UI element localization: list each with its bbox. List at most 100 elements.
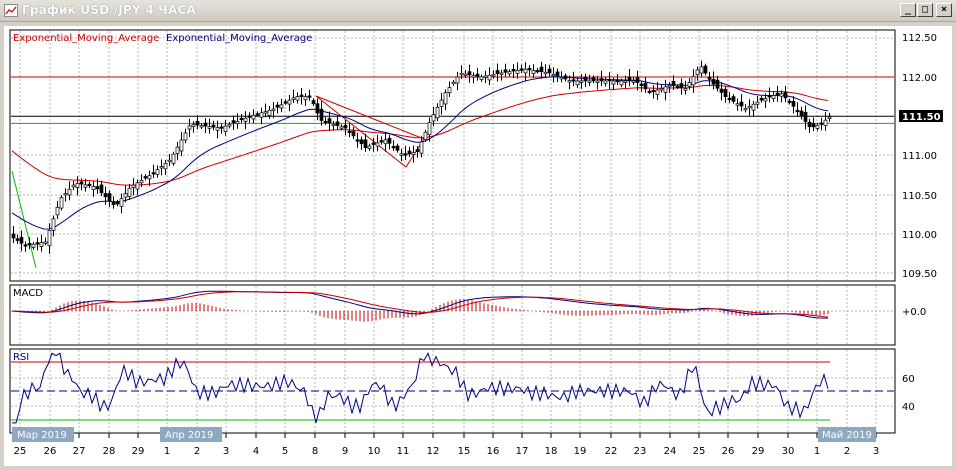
candle-body — [671, 80, 676, 86]
candle-body — [827, 116, 832, 119]
candle-body — [787, 100, 792, 103]
candle-body — [495, 70, 500, 75]
candle-body — [107, 193, 112, 201]
candle-body — [631, 80, 636, 83]
candle-body — [139, 180, 144, 184]
candle-body — [271, 108, 276, 111]
candle-body — [739, 101, 744, 107]
candle-body — [63, 193, 68, 196]
y-tick-109-50: 109.50 — [902, 269, 937, 280]
candle-body — [423, 131, 428, 140]
candle-body — [687, 82, 692, 87]
chart-area[interactable]: Exponential_Moving_Average Exponential_M… — [4, 26, 952, 466]
x-axis-label-17: 17 — [516, 446, 529, 457]
candle-body — [535, 70, 540, 73]
rsi-y-tick-40: 40 — [902, 402, 915, 413]
candle-body — [735, 103, 740, 106]
candle-body — [391, 146, 396, 149]
candle-body — [823, 119, 828, 127]
candle-body — [407, 150, 412, 155]
candle-body — [547, 68, 552, 74]
candle-body — [783, 91, 788, 99]
candle-body — [307, 95, 312, 98]
candle-body — [247, 115, 252, 118]
candle-body — [119, 198, 124, 207]
candle-body — [559, 77, 564, 80]
candle-body — [551, 73, 556, 77]
candle-body — [627, 76, 632, 82]
month-badge-may-label: Май 2019 — [822, 430, 872, 441]
candle-body — [335, 121, 340, 126]
y-tick-112-50: 112.50 — [902, 33, 937, 44]
candle-body — [363, 139, 368, 149]
close-button[interactable]: × — [936, 3, 952, 17]
candle-body — [179, 139, 184, 152]
title-bar[interactable]: График USD /JPY 4 ЧАСА _ □ × — [0, 0, 956, 22]
current-price-badge — [899, 110, 943, 122]
candle-body — [327, 118, 332, 124]
candle-body — [727, 97, 732, 101]
candle-body — [207, 126, 212, 129]
candle-body — [403, 153, 408, 156]
candle-body — [315, 103, 320, 114]
macd-chart — [11, 290, 829, 322]
candle-body — [319, 108, 324, 121]
candle-body — [31, 243, 36, 248]
candle-body — [763, 98, 768, 102]
month-badge-apr-label: Апр 2019 — [165, 430, 213, 441]
candle-body — [171, 153, 176, 164]
candle-body — [11, 233, 16, 239]
candle-body — [555, 71, 560, 77]
legend-ema-red: Exponential_Moving_Average — [13, 33, 159, 44]
candle-body — [799, 110, 804, 117]
candle-body — [635, 77, 640, 83]
candle-body — [443, 92, 448, 105]
candle-body — [67, 188, 72, 196]
x-axis-label-23: 25 — [693, 446, 706, 457]
candle-body — [587, 80, 592, 83]
candle-body — [255, 113, 260, 116]
candle-body — [419, 141, 424, 154]
candle-body — [427, 122, 432, 135]
candle-body — [595, 80, 600, 83]
candle-body — [615, 79, 620, 82]
x-axis-label-28: 2 — [844, 446, 850, 457]
candle-body — [675, 86, 680, 89]
candle-body — [23, 244, 28, 247]
candle-body — [359, 139, 364, 145]
y-tick-110-50: 110.50 — [902, 191, 937, 202]
x-axis-label-27: 1 — [814, 446, 820, 457]
candle-body — [571, 79, 576, 82]
candle-body — [779, 93, 784, 97]
candle-body — [323, 120, 328, 124]
candle-body — [771, 95, 776, 99]
candle-body — [375, 142, 380, 147]
chart-svg[interactable]: Exponential_Moving_Average Exponential_M… — [4, 26, 952, 466]
window-title: График USD /JPY 4 ЧАСА — [22, 3, 197, 17]
candle-body — [155, 169, 160, 175]
candle-body — [215, 127, 220, 131]
y-tick-111-00: 111.00 — [902, 151, 937, 162]
candle-body — [291, 97, 296, 100]
candle-body — [111, 201, 116, 205]
x-axis-label-4: 29 — [132, 446, 145, 457]
candle-body — [439, 99, 444, 107]
candle-body — [667, 84, 672, 88]
candle-body — [563, 75, 568, 80]
maximize-button[interactable]: □ — [917, 3, 933, 17]
candle-body — [19, 237, 24, 244]
y-tick-110-00: 110.00 — [902, 230, 937, 241]
candle-body — [311, 100, 316, 105]
candle-body — [331, 123, 336, 127]
candle-body — [767, 95, 772, 98]
candle-body — [639, 83, 644, 86]
candle-body — [499, 72, 504, 75]
candle-body — [591, 77, 596, 82]
candle-body — [131, 184, 136, 188]
x-axis-label-8: 4 — [253, 446, 259, 457]
month-badge-mar-label: Мар 2019 — [17, 430, 67, 441]
candle-body — [531, 70, 536, 75]
minimize-button[interactable]: _ — [900, 3, 916, 17]
rsi-y-tick-60: 60 — [902, 374, 915, 385]
x-axis-label-12: 10 — [368, 446, 381, 457]
